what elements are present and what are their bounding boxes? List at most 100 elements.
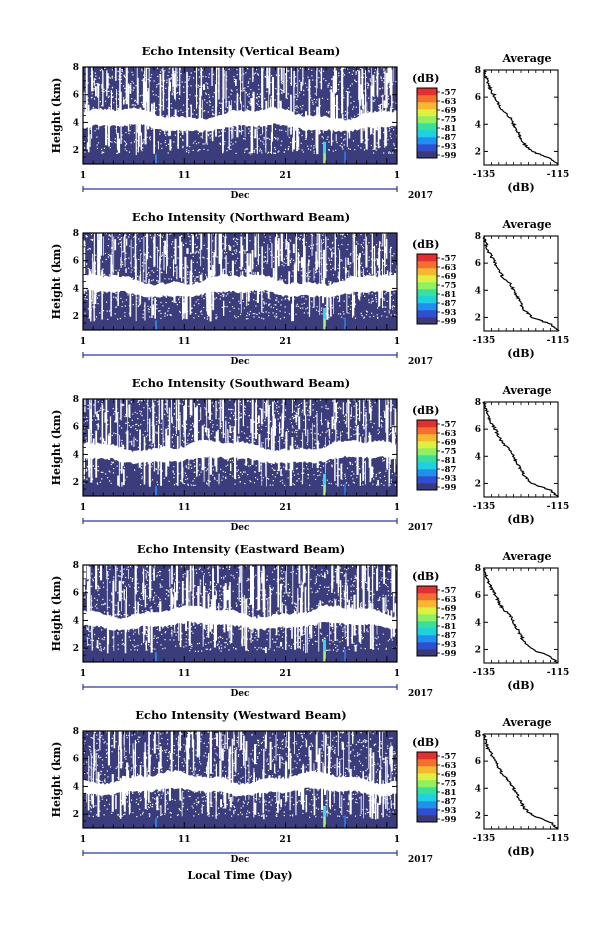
y-axis-label: Height (km) (50, 410, 63, 486)
colorbar-tick-label: -69 (441, 272, 456, 282)
colorbar-tick-label: -69 (441, 438, 456, 448)
echo-streak (155, 652, 157, 662)
colorbar-tick-label: -99 (441, 151, 456, 161)
y-tick-label: 4 (73, 782, 79, 792)
x-tick-label: 21 (279, 835, 292, 845)
colorbar-segment (417, 808, 437, 816)
colorbar-segment (417, 483, 437, 491)
colorbar-tick-label: -99 (441, 815, 456, 825)
x-tick-label: 1 (80, 337, 86, 347)
heatmap (83, 67, 397, 164)
avg-y-tick-label: 4 (475, 286, 481, 296)
avg-x-label: (dB) (507, 679, 534, 692)
colorbar-unit: (dB) (412, 404, 439, 417)
colorbar-segment (417, 593, 437, 601)
echo-streak (155, 320, 157, 330)
panel-title: Echo Intensity (Eastward Beam) (137, 542, 345, 556)
y-axis-label: Height (km) (50, 576, 63, 652)
avg-x-label: (dB) (507, 513, 534, 526)
x-tick-label: 21 (279, 337, 292, 347)
colorbar-segment (417, 614, 437, 622)
avg-x-tick-label: -115 (547, 834, 570, 844)
avg-x-tick-label: -115 (547, 170, 570, 180)
colorbar-segment (417, 628, 437, 636)
x-tick-label: 11 (178, 669, 191, 679)
data-gap-streaks (86, 731, 397, 820)
colorbar-tick-label: -81 (441, 622, 456, 632)
colorbar-segment (417, 317, 437, 325)
colorbar-segment (417, 151, 437, 159)
y-tick-label: 4 (73, 616, 79, 626)
avg-title: Average (501, 716, 551, 729)
data-gap-streaks (83, 399, 397, 487)
x-axis-label: Local Time (Day) (187, 869, 292, 882)
echo-streak (344, 151, 346, 164)
colorbar-tick-label: -75 (441, 281, 456, 291)
avg-profile-line (482, 235, 560, 332)
x-tick-label: 1 (394, 503, 400, 513)
avg-x-label: (dB) (507, 347, 534, 360)
avg-y-tick-label: 8 (475, 232, 481, 242)
colorbar-segment (417, 773, 437, 781)
avg-y-tick-label: 2 (475, 479, 481, 489)
colorbar-tick-label: -57 (441, 752, 456, 762)
colorbar-tick-label: -75 (441, 613, 456, 623)
colorbar-segment (417, 109, 437, 117)
colorbar-tick-label: -63 (441, 429, 456, 439)
colorbar-tick-label: -87 (441, 299, 456, 309)
avg-profile-line (482, 567, 558, 664)
y-tick-label: 2 (73, 810, 79, 820)
beam-panel-4: Echo Intensity (Eastward Beam) 2 4 6 8 Height… (50, 542, 569, 699)
y-tick-label: 4 (73, 284, 79, 294)
x-tick-label: 11 (178, 337, 191, 347)
x-tick-label: 21 (279, 171, 292, 181)
panel-title: Echo Intensity (Vertical Beam) (142, 44, 341, 58)
month-label: Dec (230, 855, 250, 865)
colorbar-segment (417, 607, 437, 615)
avg-y-tick-label: 8 (475, 398, 481, 408)
y-tick-label: 2 (73, 644, 79, 654)
echo-streak (344, 483, 346, 496)
colorbar-tick-label: -63 (441, 97, 456, 107)
avg-x-tick-label: -135 (473, 834, 496, 844)
colorbar-frame (416, 751, 438, 823)
colorbar-segment (417, 123, 437, 131)
colorbar-unit: (dB) (412, 72, 439, 85)
colorbar-tick-label: -57 (441, 586, 456, 596)
x-tick-label: 21 (279, 669, 292, 679)
colorbar-segment (417, 102, 437, 110)
colorbar-segment (417, 261, 437, 269)
colorbar-tick-label: -63 (441, 761, 456, 771)
avg-y-tick-label: 4 (475, 784, 481, 794)
echo-streak (155, 818, 157, 828)
avg-y-tick-label: 6 (475, 425, 481, 435)
colorbar-tick-label: -69 (441, 106, 456, 116)
colorbar-tick-label: -63 (441, 263, 456, 273)
strong-echo-core (323, 152, 326, 164)
colorbar-segment (417, 780, 437, 788)
avg-x-tick-label: -115 (547, 336, 570, 346)
avg-profile-line (483, 69, 559, 166)
colorbar-frame (416, 419, 438, 491)
avg-frame (483, 401, 559, 498)
avg-x-label: (dB) (507, 845, 534, 858)
colorbar-segment (417, 649, 437, 657)
colorbar-tick-label: -81 (441, 290, 456, 300)
colorbar-segment (417, 296, 437, 304)
colorbar-frame (416, 87, 438, 159)
strong-echo-core (323, 484, 326, 496)
data-gap-speckle (83, 565, 397, 652)
y-tick-label: 8 (73, 395, 79, 405)
colorbar-segment (417, 586, 437, 594)
echo-streak (344, 649, 346, 662)
avg-x-tick-label: -115 (547, 668, 570, 678)
colorbar-segment (417, 476, 437, 484)
colorbar-tick-label: -93 (441, 640, 456, 650)
colorbar-frame (416, 253, 438, 325)
colorbar-unit: (dB) (412, 736, 439, 749)
year-label: 2017 (408, 191, 433, 201)
month-label: Dec (230, 523, 250, 533)
colorbar-tick-label: -99 (441, 649, 456, 659)
x-tick-label: 11 (178, 835, 191, 845)
